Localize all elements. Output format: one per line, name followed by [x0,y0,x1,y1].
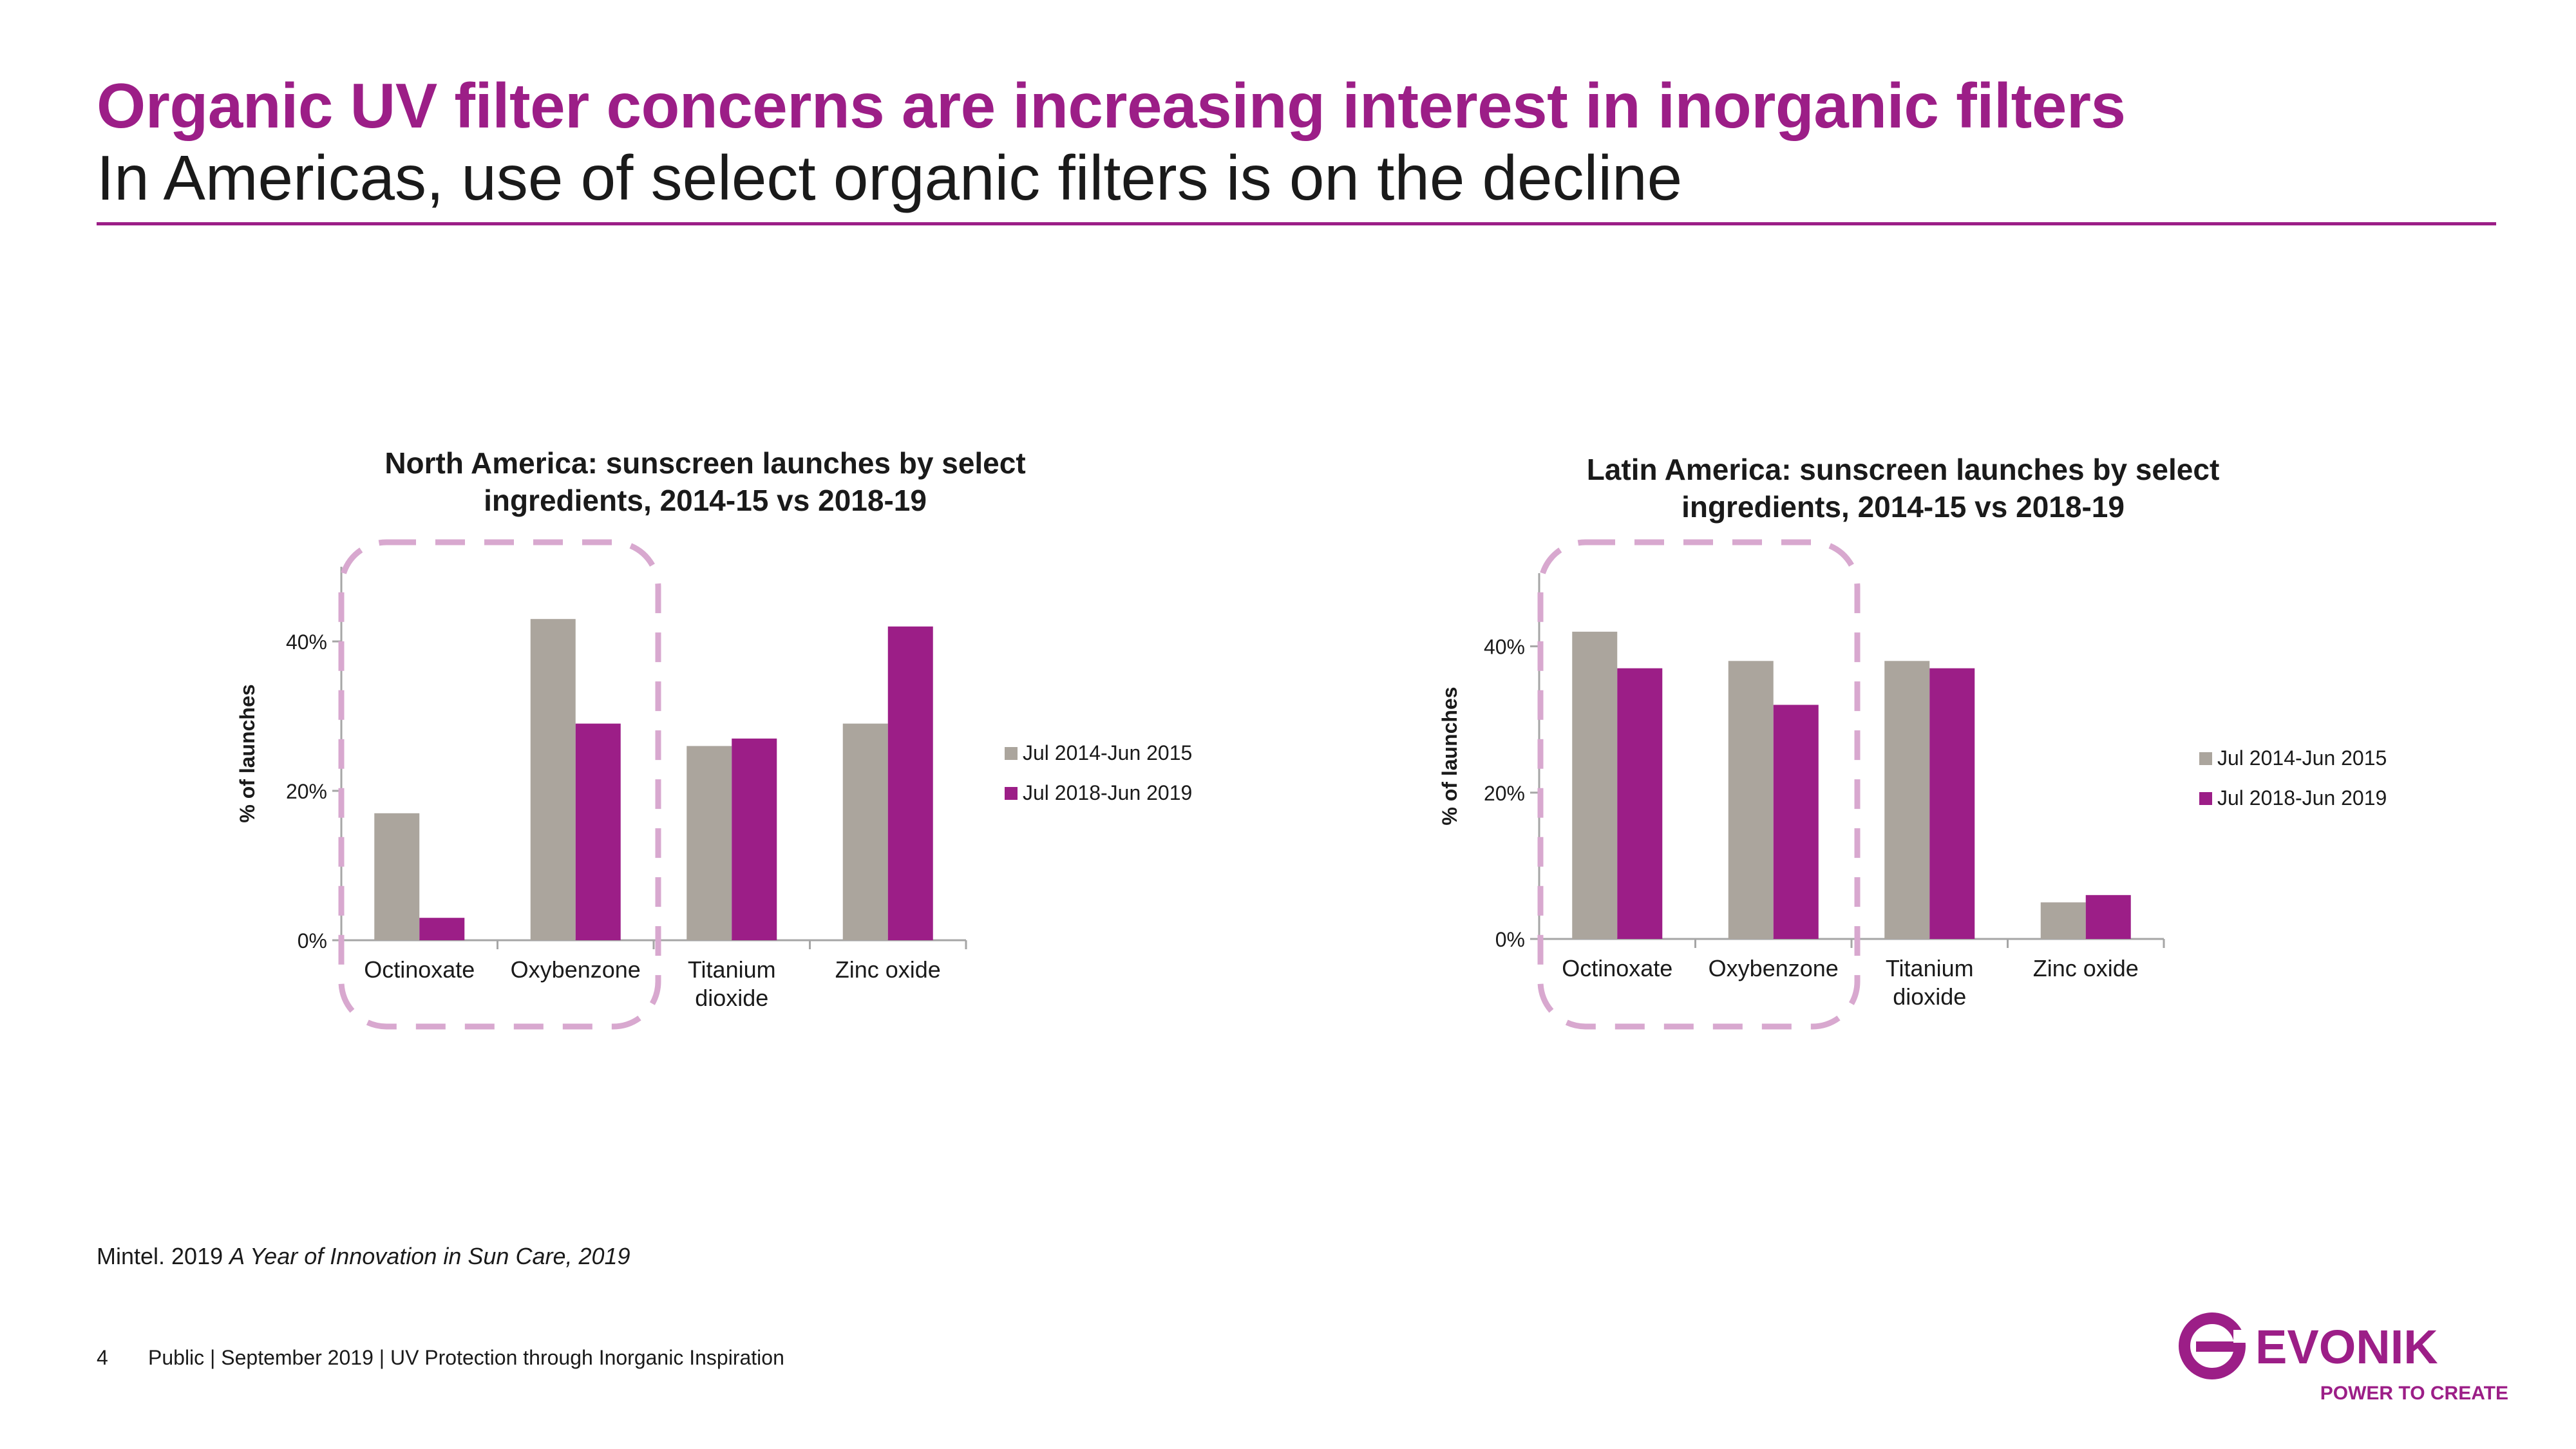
bar-series-2018-19 [2085,895,2131,939]
logo-tagline: POWER TO CREATE [2320,1383,2508,1404]
bar-series-2018-19 [732,738,777,940]
legend-swatch [1005,787,1018,800]
x-tick-label: dioxide [1893,983,1966,1010]
footer-text: Public | September 2019 | UV Protection … [148,1346,784,1369]
bar-series-2018-19 [1929,668,1975,939]
legend-swatch [1005,747,1018,760]
bar-series-2018-19 [419,918,465,940]
bar-series-2014-15 [2040,902,2086,939]
y-tick-label: 20% [286,780,327,803]
y-axis-label: % of launches [1438,687,1461,825]
x-tick-label: Oxybenzone [1709,955,1839,981]
evonik-emblem-icon [2179,1312,2246,1379]
bar-series-2018-19 [887,626,933,940]
chart-title-line: North America: sunscreen launches by sel… [384,446,1025,480]
source-citation: Mintel. 2019 A Year of Innovation in Sun… [97,1243,630,1270]
x-tick-label: Titanium [688,956,776,983]
highlight-dashed-box [338,539,661,1030]
source-publication: A Year of Innovation in Sun Care, 2019 [229,1243,630,1269]
evonik-logo: EVONIK POWER TO CREATE [2179,1312,2508,1404]
north-america-chart: North America: sunscreen launches by sel… [236,446,1192,1030]
chart-title-line: ingredients, 2014-15 vs 2018-19 [484,484,927,517]
footer: 4 Public | September 2019 | UV Protection… [97,1346,784,1370]
x-tick-label: Zinc oxide [835,956,941,983]
x-tick-label: Oxybenzone [511,956,641,983]
chart-title-line: ingredients, 2014-15 vs 2018-19 [1681,490,2125,524]
bar-series-2014-15 [687,746,732,940]
bar-series-2018-19 [1773,705,1819,939]
y-tick-label: 40% [1484,636,1525,659]
x-tick-label: Zinc oxide [2033,955,2139,981]
bar-series-2014-15 [374,813,420,940]
slide-subtitle: In Americas, use of select organic filte… [97,142,1683,213]
legend-swatch [2199,752,2212,765]
bar-series-2014-15 [1572,631,1618,939]
source-prefix: Mintel. 2019 [97,1243,230,1269]
bar-series-2014-15 [530,619,576,940]
legend-label: Jul 2014-Jun 2015 [2217,746,2387,770]
latin-america-chart: Latin America: sunscreen launches by sel… [1438,453,2387,1030]
title-divider [97,222,2496,225]
y-tick-label: 20% [1484,782,1525,805]
bar-series-2018-19 [575,723,621,940]
slide-title: Organic UV filter concerns are increasin… [97,70,2126,141]
x-tick-label: Titanium [1886,955,1974,981]
y-tick-label: 0% [1495,928,1525,951]
bar-series-2014-15 [1728,661,1774,939]
bar-series-2014-15 [1884,661,1930,939]
bar-series-2018-19 [1617,668,1663,939]
y-tick-label: 40% [286,630,327,654]
chart-title-line: Latin America: sunscreen launches by sel… [1587,453,2220,486]
highlight-dashed-box [1537,539,1861,1030]
legend-label: Jul 2018-Jun 2019 [1023,781,1192,804]
bar-series-2014-15 [842,723,888,940]
y-tick-label: 0% [298,929,327,952]
y-axis-label: % of launches [236,684,259,822]
x-tick-label: Octinoxate [364,956,475,983]
x-tick-label: dioxide [695,985,768,1011]
legend-swatch [2199,792,2212,805]
page-number: 4 [97,1346,108,1369]
legend-label: Jul 2018-Jun 2019 [2217,786,2387,810]
legend-label: Jul 2014-Jun 2015 [1023,741,1192,764]
x-tick-label: Octinoxate [1562,955,1672,981]
logo-wordmark: EVONIK [2255,1320,2438,1374]
